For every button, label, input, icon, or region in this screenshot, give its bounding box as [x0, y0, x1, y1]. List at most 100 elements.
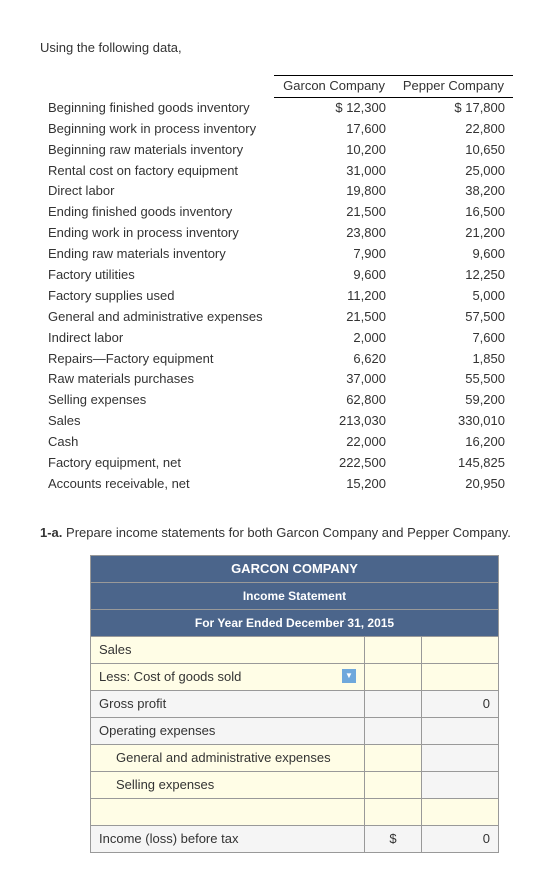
table-row: Direct labor19,80038,200 [40, 181, 513, 202]
row-pepper: 55,500 [394, 369, 513, 390]
data-table: Garcon Company Pepper Company Beginning … [40, 75, 513, 495]
row-garcon: 2,000 [274, 328, 394, 349]
row-garcon: 17,600 [274, 119, 394, 140]
row-ga-amt1[interactable] [365, 744, 422, 771]
row-pepper: 16,500 [394, 202, 513, 223]
table-row: Factory utilities9,60012,250 [40, 265, 513, 286]
table-row: Ending raw materials inventory7,9009,600 [40, 244, 513, 265]
row-sales-amt2[interactable] [422, 636, 499, 663]
row-opex-label: Operating expenses [91, 717, 365, 744]
row-garcon: 6,620 [274, 349, 394, 370]
table-row: Beginning finished goods inventory$ 12,3… [40, 97, 513, 118]
row-label: Ending work in process inventory [40, 223, 274, 244]
row-opex-amt1 [365, 717, 422, 744]
row-label: Repairs—Factory equipment [40, 349, 274, 370]
intro-text: Using the following data, [40, 40, 513, 55]
row-pepper: 57,500 [394, 307, 513, 328]
row-selling-amt2 [422, 771, 499, 798]
row-garcon: 37,000 [274, 369, 394, 390]
row-garcon: 23,800 [274, 223, 394, 244]
row-pepper: 5,000 [394, 286, 513, 307]
table-row: Raw materials purchases37,00055,500 [40, 369, 513, 390]
row-label: Ending raw materials inventory [40, 244, 274, 265]
row-garcon: 11,200 [274, 286, 394, 307]
row-gross-val: 0 [422, 690, 499, 717]
row-label: Accounts receivable, net [40, 474, 274, 495]
row-blank-label[interactable] [91, 798, 365, 825]
row-cogs-amt2[interactable] [422, 663, 499, 690]
row-gross-label: Gross profit [91, 690, 365, 717]
row-pepper: 9,600 [394, 244, 513, 265]
row-pepper: 38,200 [394, 181, 513, 202]
table-row: Repairs—Factory equipment6,6201,850 [40, 349, 513, 370]
row-garcon: 15,200 [274, 474, 394, 495]
row-gross-amt1 [365, 690, 422, 717]
chevron-down-icon[interactable]: ▼ [342, 669, 356, 683]
row-garcon: 22,000 [274, 432, 394, 453]
row-pepper: 330,010 [394, 411, 513, 432]
table-row: Beginning work in process inventory17,60… [40, 119, 513, 140]
row-pepper: 25,000 [394, 161, 513, 182]
table-row: Sales213,030330,010 [40, 411, 513, 432]
row-label: Sales [40, 411, 274, 432]
question-line: 1-a. Prepare income statements for both … [40, 525, 513, 540]
row-garcon: 19,800 [274, 181, 394, 202]
table-row: General and administrative expenses21,50… [40, 307, 513, 328]
table-row: Factory supplies used11,2005,000 [40, 286, 513, 307]
row-income-label: Income (loss) before tax [91, 825, 365, 852]
row-garcon: 213,030 [274, 411, 394, 432]
table-row: Cash22,00016,200 [40, 432, 513, 453]
row-selling-amt1[interactable] [365, 771, 422, 798]
row-garcon: 31,000 [274, 161, 394, 182]
question-prefix: 1-a. [40, 525, 62, 540]
row-garcon: 21,500 [274, 307, 394, 328]
row-garcon: $ 12,300 [274, 97, 394, 118]
row-pepper: $ 17,800 [394, 97, 513, 118]
income-statement-table: GARCON COMPANY Income Statement For Year… [90, 555, 499, 853]
row-pepper: 12,250 [394, 265, 513, 286]
question-text: Prepare income statements for both Garco… [66, 525, 511, 540]
row-pepper: 16,200 [394, 432, 513, 453]
row-blank-amt1[interactable] [365, 798, 422, 825]
row-pepper: 10,650 [394, 140, 513, 161]
row-label: Factory equipment, net [40, 453, 274, 474]
table-row: Ending work in process inventory23,80021… [40, 223, 513, 244]
table-row: Accounts receivable, net15,20020,950 [40, 474, 513, 495]
row-sales-amt1[interactable] [365, 636, 422, 663]
row-label: Factory utilities [40, 265, 274, 286]
row-label: Direct labor [40, 181, 274, 202]
row-garcon: 10,200 [274, 140, 394, 161]
row-cogs-label[interactable]: Less: Cost of goods sold ▼ [91, 663, 365, 690]
row-pepper: 145,825 [394, 453, 513, 474]
table-row: Beginning raw materials inventory10,2001… [40, 140, 513, 161]
row-garcon: 9,600 [274, 265, 394, 286]
row-sales-label[interactable]: Sales [91, 636, 365, 663]
row-label: Cash [40, 432, 274, 453]
row-blank-amt2[interactable] [422, 798, 499, 825]
row-pepper: 7,600 [394, 328, 513, 349]
row-garcon: 7,900 [274, 244, 394, 265]
col-hdr-garcon: Garcon Company [274, 76, 394, 98]
row-income-dollar: $ [365, 825, 422, 852]
row-garcon: 222,500 [274, 453, 394, 474]
row-label: General and administrative expenses [40, 307, 274, 328]
row-garcon: 21,500 [274, 202, 394, 223]
row-garcon: 62,800 [274, 390, 394, 411]
table-row: Selling expenses62,80059,200 [40, 390, 513, 411]
row-ga-amt2 [422, 744, 499, 771]
row-pepper: 59,200 [394, 390, 513, 411]
row-income-val: 0 [422, 825, 499, 852]
row-cogs-amt1[interactable] [365, 663, 422, 690]
table-row: Rental cost on factory equipment31,00025… [40, 161, 513, 182]
row-label: Raw materials purchases [40, 369, 274, 390]
row-ga-label[interactable]: General and administrative expenses [91, 744, 365, 771]
table-row: Ending finished goods inventory21,50016,… [40, 202, 513, 223]
row-selling-label[interactable]: Selling expenses [91, 771, 365, 798]
row-label: Factory supplies used [40, 286, 274, 307]
income-sub1: Income Statement [91, 582, 499, 609]
row-pepper: 22,800 [394, 119, 513, 140]
row-label: Beginning raw materials inventory [40, 140, 274, 161]
row-label: Rental cost on factory equipment [40, 161, 274, 182]
col-hdr-pepper: Pepper Company [394, 76, 513, 98]
row-pepper: 20,950 [394, 474, 513, 495]
